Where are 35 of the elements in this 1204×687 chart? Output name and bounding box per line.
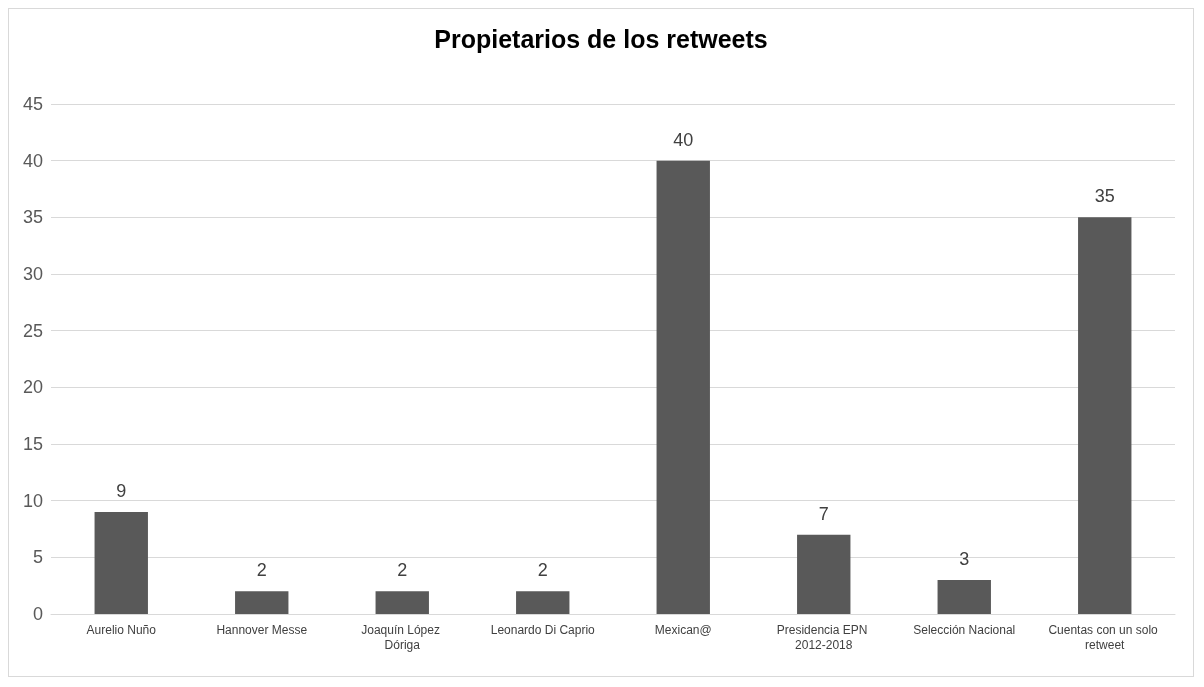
x-tick-label: Mexican@ (654, 622, 712, 637)
y-tick-label: 40 (22, 150, 43, 171)
x-tick-label: Cuentas con un solo retweet (1048, 622, 1162, 652)
data-label: 9 (116, 481, 127, 501)
bar (94, 512, 148, 614)
y-tick-label: 5 (32, 547, 43, 568)
bar (375, 591, 429, 614)
y-tick-label: 45 (22, 94, 43, 114)
bar (937, 580, 991, 614)
bar (1078, 217, 1132, 614)
data-label: 2 (537, 560, 548, 581)
chart-title: Propietarios de los retweets (434, 24, 768, 53)
bar (656, 160, 710, 614)
data-label: 3 (959, 549, 970, 569)
bar (516, 591, 570, 614)
data-label: 40 (673, 129, 694, 150)
x-tick-label: Joaquín López Dóriga (361, 622, 444, 652)
bar (235, 591, 289, 614)
y-tick-label: 10 (22, 490, 43, 511)
x-tick-label: Leonardo Di Caprio (490, 622, 596, 637)
y-tick-label: 25 (22, 320, 43, 341)
data-label: 2 (256, 560, 267, 581)
y-tick-label: 30 (22, 264, 43, 284)
bar (797, 534, 851, 614)
x-tick-label: Presidencia EPN 2012-2018 (776, 622, 871, 652)
y-tick-label: 15 (22, 434, 43, 454)
y-tick-label: 20 (22, 377, 43, 398)
data-label: 35 (1094, 186, 1115, 207)
x-tick-label: Selección Nacional (913, 622, 1016, 637)
y-tick-label: 35 (22, 207, 43, 228)
data-label: 7 (818, 503, 829, 524)
x-tick-label: Aurelio Nuño (86, 622, 157, 637)
data-label: 2 (397, 560, 408, 581)
y-tick-label: 0 (32, 604, 43, 624)
x-tick-label: Hannover Messe (216, 622, 308, 637)
